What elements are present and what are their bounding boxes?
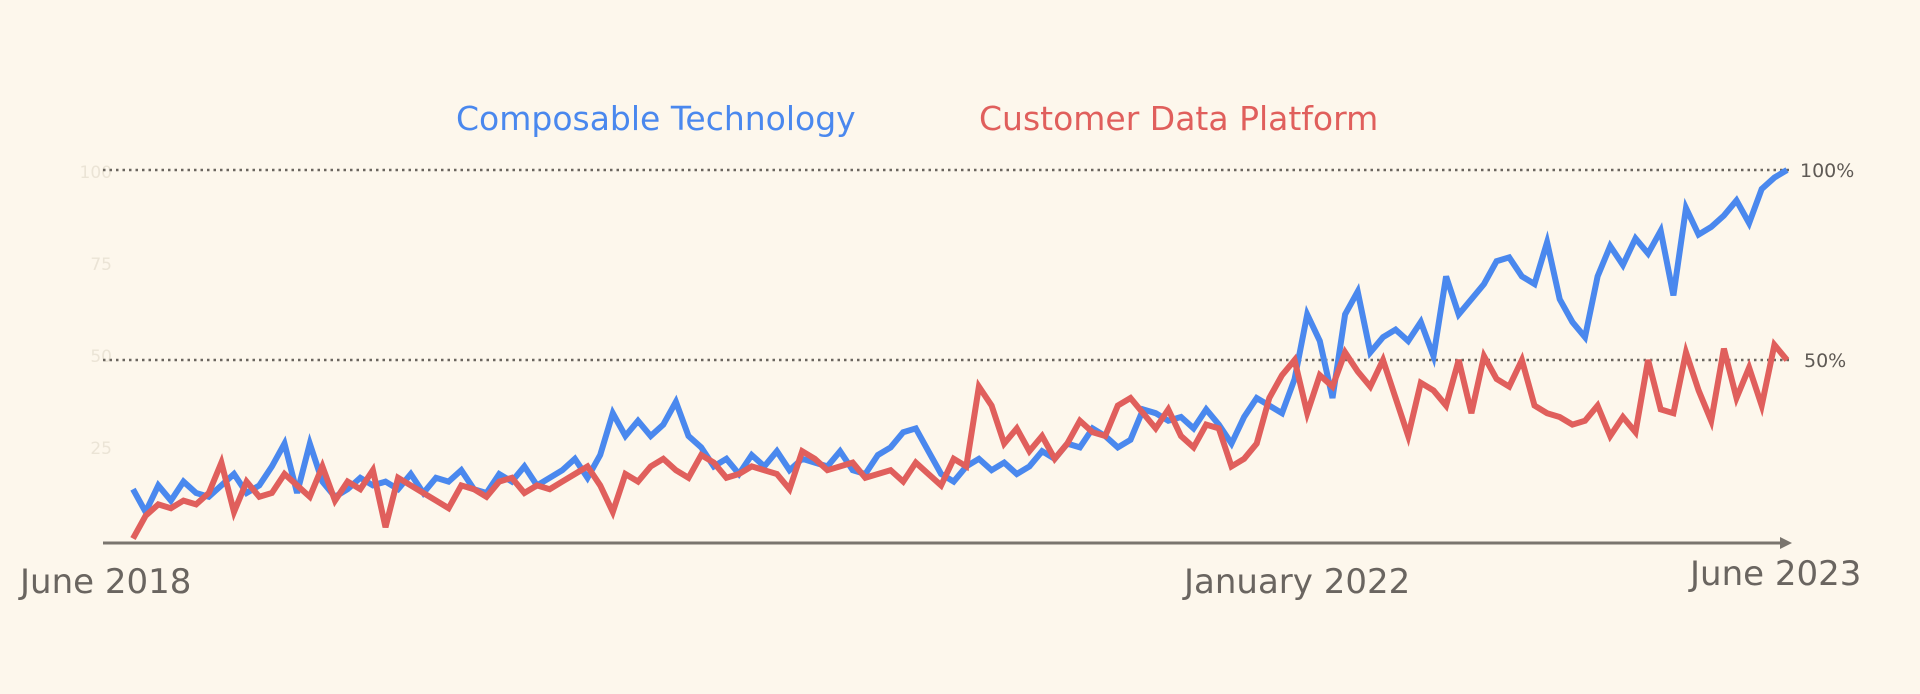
reference-label-50: 50% — [1804, 350, 1846, 372]
y-tick-50: 50 — [90, 347, 112, 367]
y-tick-100: 100 — [80, 163, 112, 183]
series-line-customer-data-platform — [130, 338, 1790, 541]
series-line-composable-technology — [130, 167, 1789, 519]
x-tick-june-2018: June 2018 — [18, 562, 191, 602]
x-tick-january-2022: January 2022 — [1182, 562, 1410, 602]
y-tick-labels: 100 75 50 25 — [80, 163, 112, 459]
legend: Composable Technology Customer Data Plat… — [456, 99, 1378, 138]
legend-composable-technology: Composable Technology — [456, 99, 856, 138]
y-tick-75: 75 — [90, 255, 112, 275]
series-layer — [130, 167, 1790, 541]
x-axis-arrow-icon — [1780, 537, 1792, 549]
legend-customer-data-platform: Customer Data Platform — [979, 99, 1378, 138]
x-tick-june-2023: June 2023 — [1688, 554, 1861, 594]
y-tick-25: 25 — [90, 439, 112, 459]
reference-label-100: 100% — [1800, 160, 1854, 182]
